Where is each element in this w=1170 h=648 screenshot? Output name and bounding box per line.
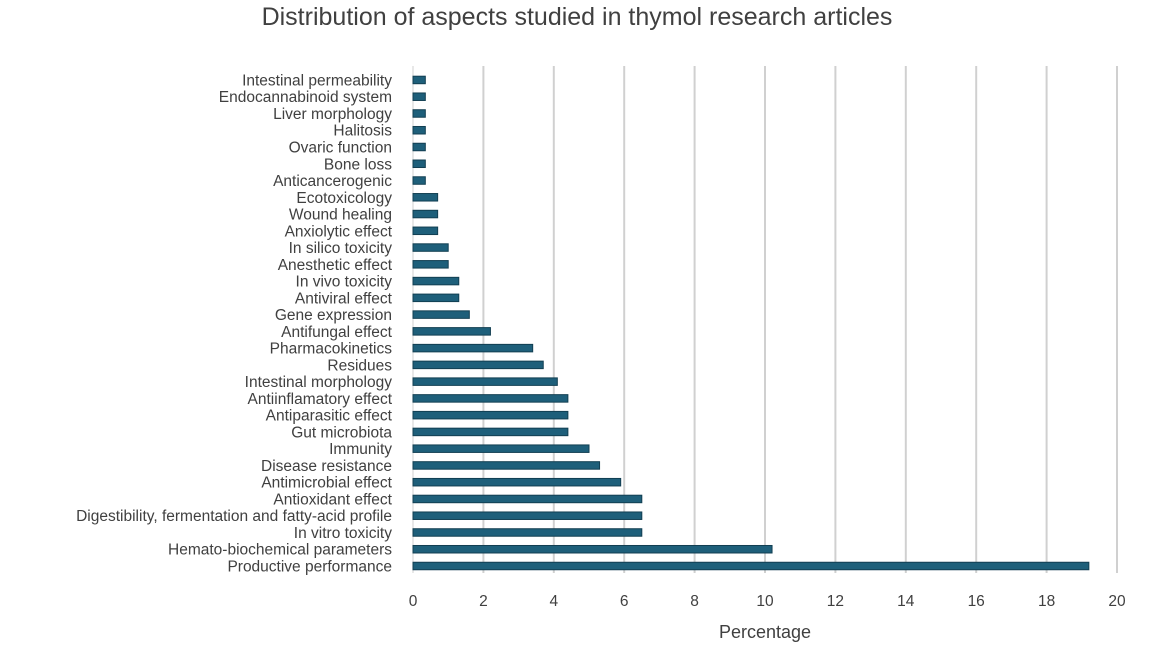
chart-title: Distribution of aspects studied in thymo…: [262, 3, 893, 31]
x-tick-label: 14: [897, 593, 915, 610]
category-label: Residues: [327, 357, 392, 374]
category-labels: Productive performanceHemato-biochemical…: [76, 72, 393, 575]
category-label: Disease resistance: [261, 458, 392, 475]
bar: [412, 444, 590, 453]
x-tick-label: 4: [549, 593, 558, 610]
x-tick-label: 0: [409, 593, 418, 610]
category-label: In silico toxicity: [289, 240, 393, 257]
bar: [412, 193, 439, 202]
category-label: Digestibility, fermentation and fatty-ac…: [76, 508, 392, 525]
bar: [412, 109, 426, 118]
bar: [412, 477, 622, 487]
category-label: In vitro toxicity: [294, 525, 392, 542]
category-label: Anesthetic effect: [278, 257, 393, 274]
bar: [412, 226, 439, 236]
category-label: Anticancerogenic: [273, 173, 392, 190]
bar: [412, 494, 643, 504]
category-label: Gene expression: [275, 307, 392, 324]
bar: [412, 276, 460, 286]
bar: [412, 260, 449, 269]
category-label: Antiinflamatory effect: [248, 391, 393, 408]
category-label: Antimicrobial effect: [261, 475, 392, 492]
x-tick-label: 16: [968, 593, 985, 610]
bar: [412, 310, 470, 319]
bar: [412, 142, 426, 152]
bar: [412, 125, 426, 135]
category-label: Intestinal permeability: [242, 72, 392, 89]
bar: [412, 528, 643, 537]
category-label: Antioxidant effect: [273, 491, 392, 508]
category-label: Pharmacokinetics: [270, 341, 393, 358]
bar: [412, 293, 460, 303]
category-label: Immunity: [329, 441, 392, 458]
x-axis-title: Percentage: [719, 622, 811, 642]
category-label: In vivo toxicity: [296, 274, 393, 291]
bar: [412, 394, 569, 403]
bar: [412, 75, 426, 85]
bar: [412, 561, 1090, 571]
bars: [412, 75, 1090, 571]
bar: [412, 461, 601, 470]
x-tick-label: 18: [1038, 593, 1055, 610]
category-label: Antiparasitic effect: [266, 408, 393, 425]
category-label: Endocannabinoid system: [219, 89, 392, 106]
category-label: Ecotoxicology: [296, 190, 392, 207]
category-label: Productive performance: [227, 559, 392, 576]
category-label: Halitosis: [333, 123, 392, 140]
bar: [412, 327, 491, 336]
category-label: Bone loss: [324, 156, 392, 173]
bar: [412, 360, 544, 370]
x-tick-label: 10: [756, 593, 774, 610]
bar: [412, 544, 773, 554]
category-label: Gut microbiota: [291, 424, 392, 441]
bar: [412, 511, 643, 520]
bar: [412, 176, 426, 185]
bar: [412, 427, 569, 437]
category-label: Hemato-biochemical parameters: [168, 542, 392, 559]
x-tick-labels: 0 2 4 6 8 10 12 14 16 18 20: [409, 593, 1126, 610]
bar: [412, 343, 534, 353]
x-tick-label: 12: [827, 593, 844, 610]
category-label: Wound healing: [289, 207, 392, 224]
bar: [412, 377, 558, 386]
x-tick-label: 20: [1108, 593, 1126, 610]
category-label: Anxiolytic effect: [285, 223, 393, 240]
x-tick-label: 2: [479, 593, 488, 610]
bar: [412, 209, 439, 219]
category-label: Intestinal morphology: [245, 374, 393, 391]
category-label: Liver morphology: [273, 106, 392, 123]
bar: [412, 92, 426, 101]
x-tick-label: 8: [690, 593, 699, 610]
bar: [412, 410, 569, 420]
category-label: Ovaric function: [289, 140, 392, 157]
category-label: Antifungal effect: [281, 324, 393, 341]
x-tick-label: 6: [620, 593, 629, 610]
bar: [412, 243, 449, 252]
category-label: Antiviral effect: [295, 290, 393, 307]
bar: [412, 159, 426, 169]
